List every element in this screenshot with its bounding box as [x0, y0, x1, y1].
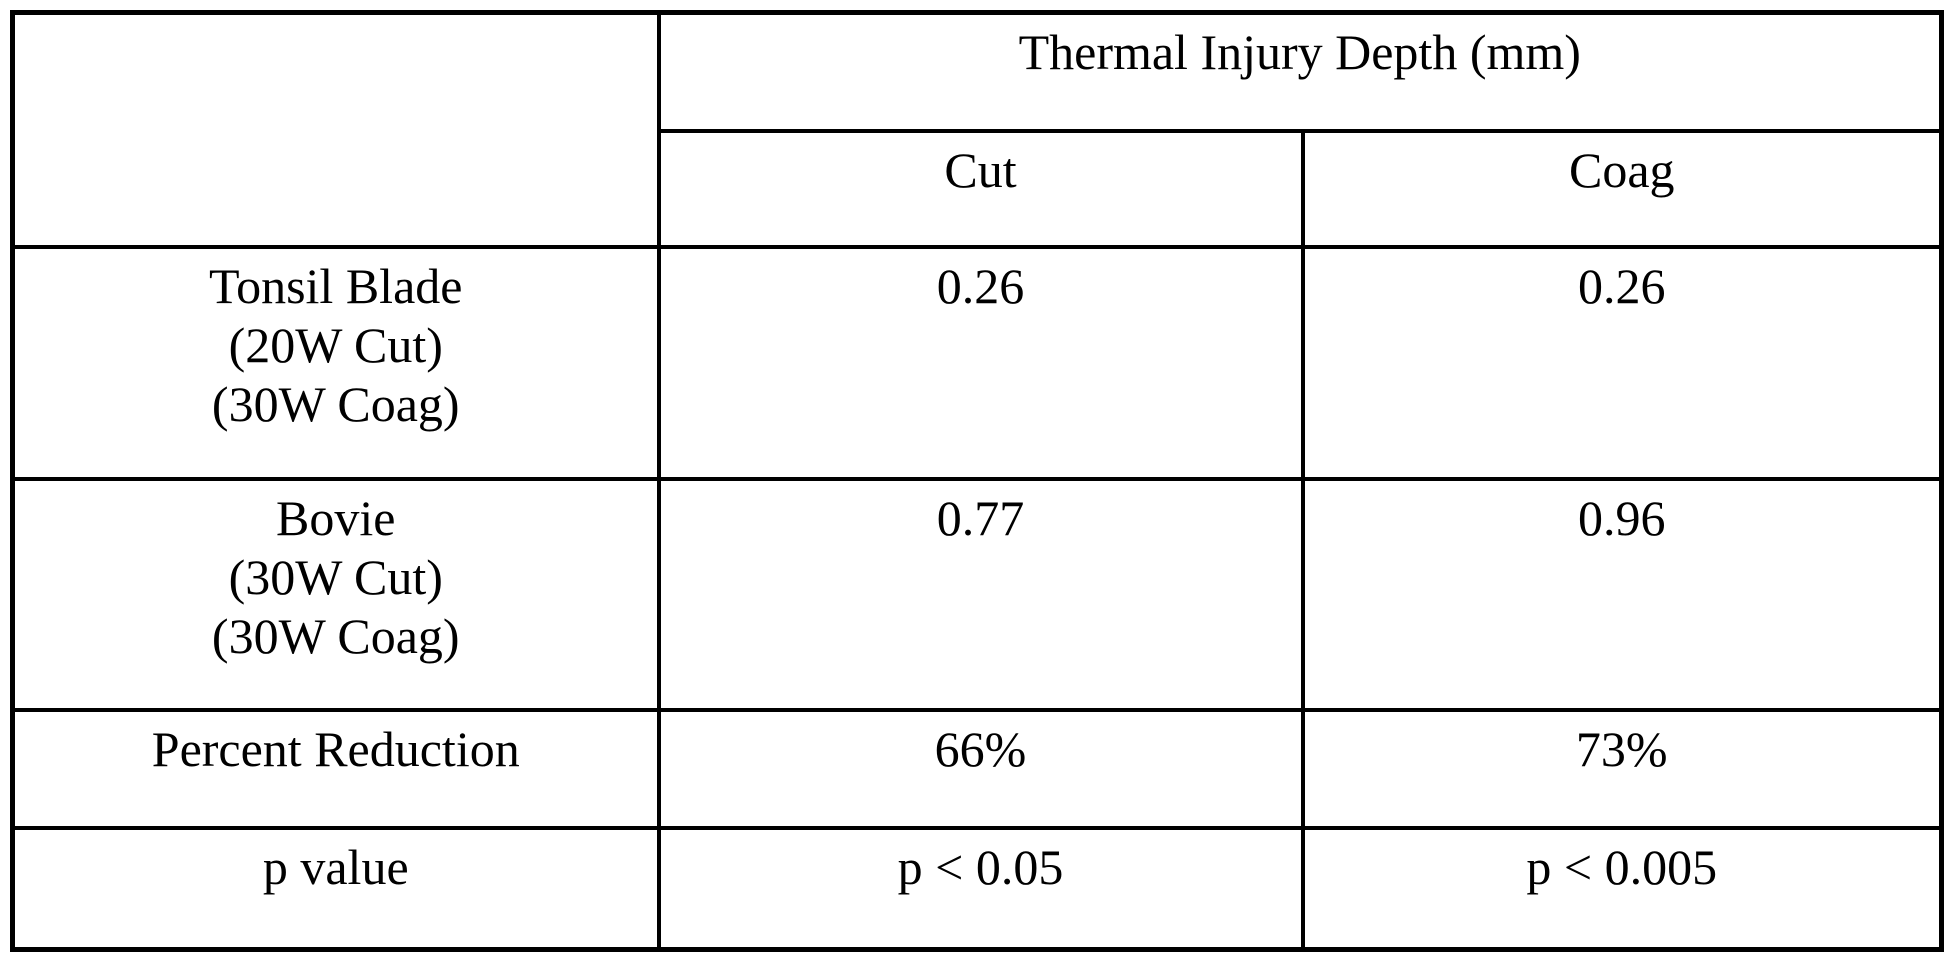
table-row-tonsil-blade: Tonsil Blade (20W Cut) (30W Coag) 0.26 0…: [10, 244, 1944, 481]
table-row-bovie: Bovie (30W Cut) (30W Coag) 0.77 0.96: [10, 476, 1944, 712]
row-label-line: Percent Reduction: [151, 720, 520, 777]
column-header-cut: Cut: [656, 128, 1305, 249]
cell-p-value-cut: p < 0.05: [656, 825, 1305, 952]
column-header-coag: Coag: [1300, 128, 1944, 249]
table-row-p-value: p value p < 0.05 p < 0.005: [10, 825, 1944, 952]
cell-tonsil-coag-value: 0.26: [1300, 244, 1944, 481]
row-label-percent-reduction: Percent Reduction: [10, 707, 661, 830]
table-title-cell: Thermal Injury Depth (mm): [656, 10, 1944, 133]
cell-percent-reduction-cut: 66%: [656, 707, 1305, 830]
row-label-line: (30W Coag): [211, 375, 460, 432]
row-label-line: Bovie: [276, 489, 396, 546]
row-label-line: (30W Cut): [228, 548, 443, 605]
cell-bovie-coag-value: 0.96: [1300, 476, 1944, 712]
table-row-percent-reduction: Percent Reduction 66% 73%: [10, 707, 1944, 830]
cell-p-value-coag: p < 0.005: [1300, 825, 1944, 952]
header-row-columns: Cut Coag: [13, 128, 1944, 249]
row-label-line: p value: [262, 838, 409, 895]
row-label-line: (20W Cut): [228, 316, 443, 373]
corner-empty-cell: [10, 10, 661, 249]
row-label-line: Tonsil Blade: [209, 257, 463, 314]
cell-percent-reduction-coag: 73%: [1300, 707, 1944, 830]
row-label-tonsil-blade: Tonsil Blade (20W Cut) (30W Coag): [10, 244, 661, 481]
cell-tonsil-cut-value: 0.26: [656, 244, 1305, 481]
row-label-bovie: Bovie (30W Cut) (30W Coag): [10, 476, 661, 712]
table-title: Thermal Injury Depth (mm): [1018, 24, 1581, 80]
header-row-title: Thermal Injury Depth (mm): [10, 10, 1944, 249]
row-label-p-value: p value: [10, 825, 661, 952]
thermal-injury-depth-table: Thermal Injury Depth (mm) Cut Coag Tonsi…: [10, 10, 1944, 952]
row-label-line: (30W Coag): [211, 607, 460, 664]
cell-bovie-cut-value: 0.77: [656, 476, 1305, 712]
